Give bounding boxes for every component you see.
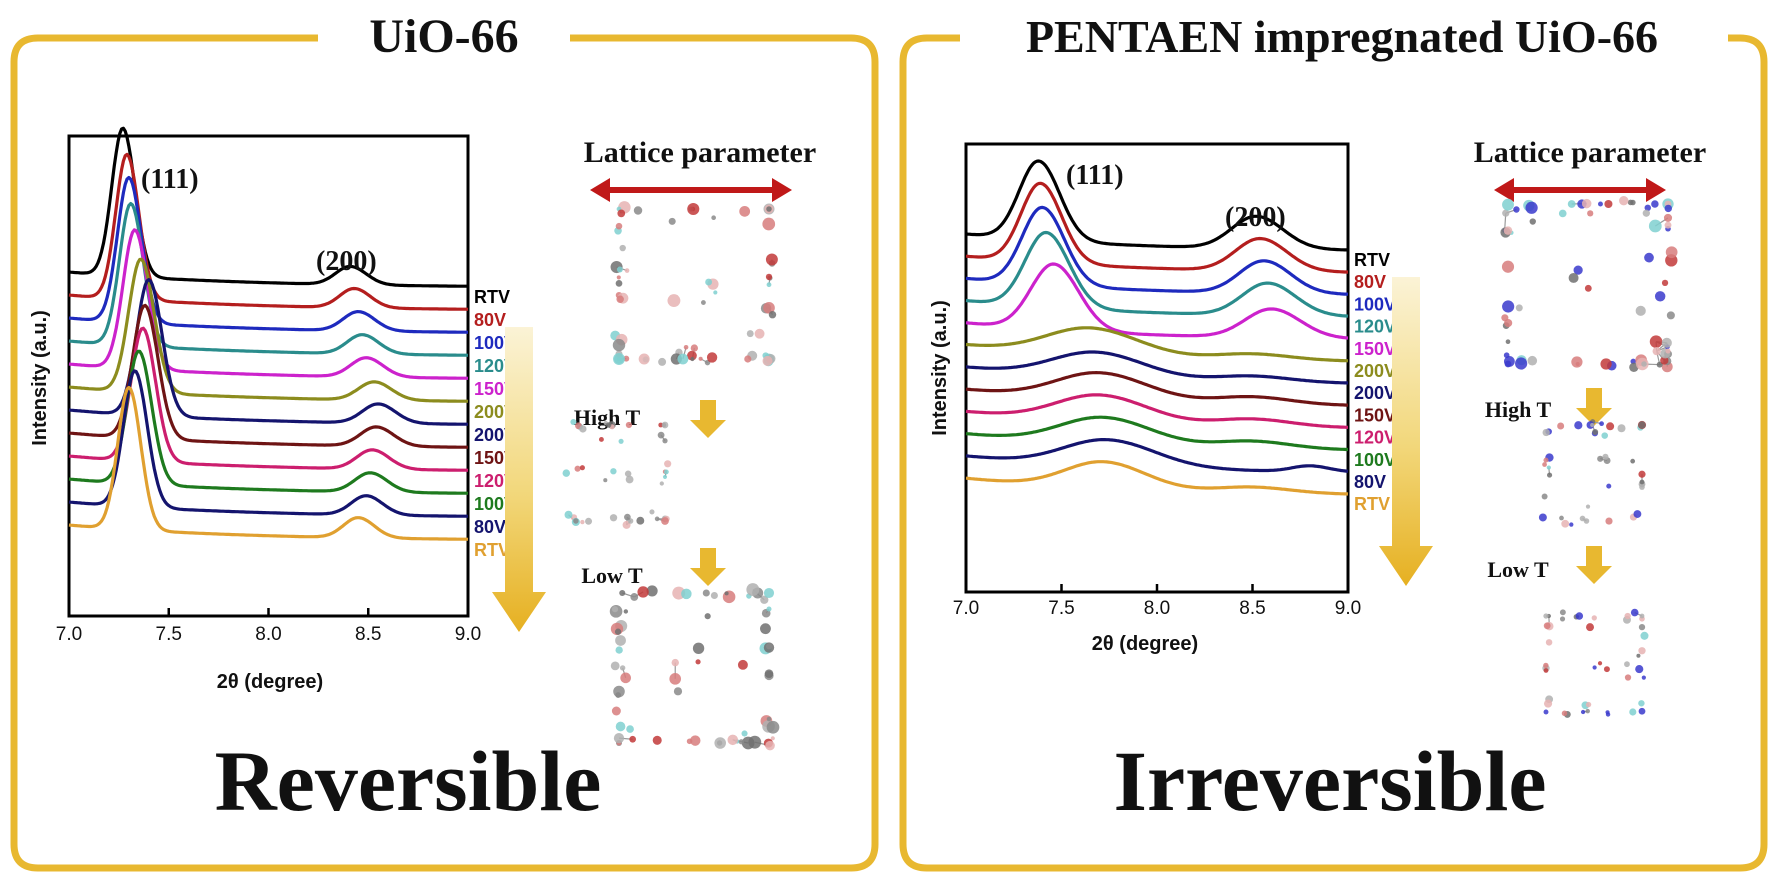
- x-axis-label: 2θ (degree): [1092, 633, 1198, 655]
- xrd-chart-pentaen-uio66: 7.0 7.5 8.0 8.5 9.0 RTV80V100V120V150V200V20…: [929, 142, 1396, 655]
- legend-label: RTV: [1354, 494, 1390, 514]
- legend-label: 80V: [1354, 272, 1386, 292]
- series-line: [68, 369, 469, 518]
- peak-label-200: (200): [316, 246, 377, 277]
- legend-label: 80V: [474, 310, 506, 330]
- down-arrow-icon: [1576, 546, 1612, 584]
- mof-structure-small: [562, 418, 672, 529]
- lattice-parameter-label: Lattice parameter: [1474, 136, 1706, 169]
- x-tick-label: 7.5: [1048, 598, 1074, 619]
- series-line: [68, 257, 469, 403]
- lattice-double-arrow: [590, 178, 792, 202]
- reversible-label: Reversible: [215, 733, 602, 829]
- lattice-double-arrow: [1494, 178, 1666, 202]
- panel-1-border: [10, 34, 879, 872]
- y-axis-label: Intensity (a.u.): [29, 310, 51, 446]
- low-t-label: Low T: [581, 563, 643, 588]
- panel-1-frame: [10, 34, 879, 872]
- legend-label: 200V: [1354, 361, 1396, 381]
- legend-label: RTV: [1354, 250, 1390, 270]
- series-line: [965, 393, 1348, 429]
- x-tick-label: 8.5: [355, 624, 381, 645]
- series-line: [68, 152, 469, 311]
- series-line: [965, 350, 1349, 385]
- x-tick-label: 8.0: [255, 624, 281, 645]
- panel-2-title: PENTAEN impregnated UiO-66: [1026, 11, 1658, 62]
- x-tick-label: 7.5: [156, 624, 182, 645]
- legend-label: 80V: [474, 517, 506, 537]
- series-line: [965, 230, 1349, 318]
- temperature-arrow: [492, 327, 546, 632]
- mof-structure-impregnated-small: [1542, 608, 1649, 718]
- series-line: [68, 202, 469, 357]
- series-line: [68, 385, 469, 541]
- series-line: [965, 205, 1349, 296]
- x-tick-label: 7.0: [56, 624, 82, 645]
- down-arrow-icon: [1576, 388, 1612, 426]
- series-line: [68, 303, 469, 449]
- x-tick-label: 8.0: [1144, 598, 1170, 619]
- legend-label: 80V: [1354, 472, 1386, 492]
- series-line: [68, 326, 469, 472]
- legend-label: 100V: [1354, 294, 1396, 314]
- legend-label: 150V: [1354, 405, 1396, 425]
- y-axis-label: Intensity (a.u.): [929, 300, 951, 436]
- irreversible-label: Irreversible: [1113, 733, 1546, 829]
- x-tick-label: 9.0: [455, 624, 481, 645]
- legend-group: RTV80V100V120V150V200V200V150V120V100V80…: [1354, 250, 1396, 514]
- x-tick-group: 7.0 7.5 8.0 8.5 9.0: [953, 584, 1361, 619]
- legend-label: 100V: [1354, 450, 1396, 470]
- panel-2-frame: [899, 34, 1768, 872]
- peak-label-200: (200): [1225, 202, 1286, 233]
- legend-label: 200V: [1354, 383, 1396, 403]
- mof-structure-large: [610, 201, 778, 367]
- series-line: [965, 460, 1349, 496]
- down-arrow-icon: [690, 548, 726, 586]
- x-tick-label: 9.0: [1335, 598, 1361, 619]
- down-arrow-icon: [690, 400, 726, 438]
- mof-structure-impregnated: [1500, 196, 1678, 373]
- series-line: [965, 262, 1349, 340]
- legend-label: RTV: [474, 287, 510, 307]
- panel-2-border: [899, 34, 1768, 872]
- mof-structure-impregnated-small: [1538, 419, 1647, 528]
- series-line: [68, 175, 469, 334]
- xrd-chart-uio66: 7.0 7.5 8.0 8.5 9.0 RTV80V100V120V150V200V20…: [29, 126, 516, 693]
- x-tick-label: 8.5: [1239, 598, 1265, 619]
- x-axis-label: 2θ (degree): [217, 671, 323, 693]
- series-line: [965, 159, 1349, 252]
- series-line: [68, 349, 469, 495]
- legend-label: 120V: [1354, 428, 1396, 448]
- x-tick-group: 7.0 7.5 8.0 8.5 9.0: [56, 608, 481, 645]
- x-tick-label: 7.0: [953, 598, 979, 619]
- legend-label: RTV: [474, 540, 510, 560]
- series-line: [68, 228, 469, 380]
- peak-label-111: (111): [1066, 160, 1124, 191]
- lattice-parameter-label: Lattice parameter: [584, 136, 816, 169]
- mof-structure-large: [609, 583, 780, 751]
- legend-label: 150V: [1354, 339, 1396, 359]
- series-line: [965, 181, 1349, 274]
- peak-label-111: (111): [141, 164, 199, 195]
- series-line: [965, 371, 1348, 407]
- curve-group: [68, 126, 469, 541]
- high-t-label: High T: [1485, 397, 1552, 422]
- low-t-label: Low T: [1487, 557, 1549, 582]
- series-line: [965, 326, 1349, 363]
- legend-label: 120V: [1354, 317, 1396, 337]
- curve-group: [965, 159, 1349, 496]
- series-line: [965, 438, 1349, 473]
- panel-1-title: UiO-66: [369, 10, 518, 63]
- series-line: [965, 415, 1348, 452]
- temperature-arrow: [1379, 277, 1433, 586]
